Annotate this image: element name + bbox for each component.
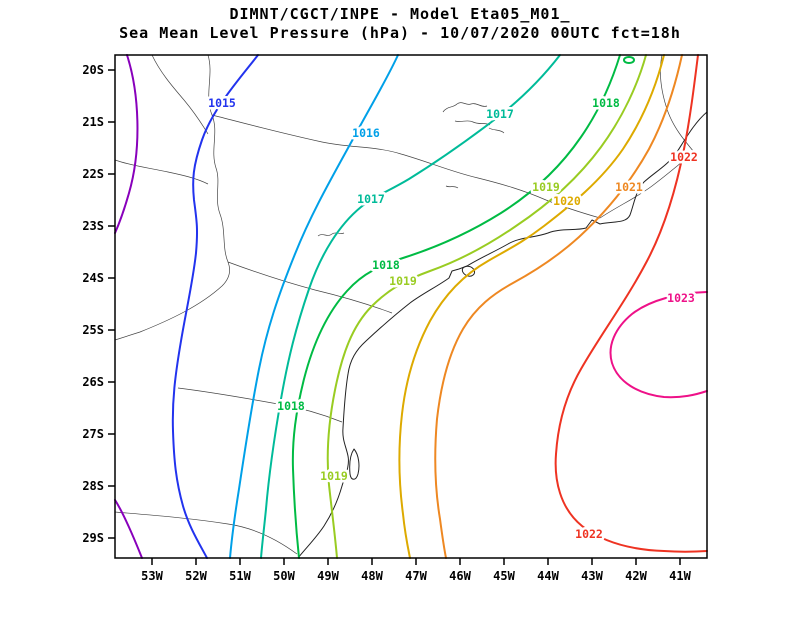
x-tick-label: 50W — [273, 569, 295, 583]
contour-label-1023: 1023 — [667, 291, 695, 305]
x-tick-label: 46W — [449, 569, 471, 583]
contour-label-1017: 1017 — [486, 107, 514, 121]
contour-label-1022: 1022 — [670, 150, 698, 164]
x-tick-label: 43W — [581, 569, 603, 583]
contour-label-1020: 1020 — [553, 194, 581, 208]
state-borders — [114, 54, 695, 555]
contour-1020 — [398, 54, 665, 559]
x-tick-label: 44W — [537, 569, 559, 583]
isobar-contours — [114, 54, 708, 559]
y-tick-label: 23S — [82, 219, 104, 233]
coastline — [297, 111, 708, 559]
x-tick-label: 42W — [625, 569, 647, 583]
axes: 53W 52W 51W 50W 49W 48W 47W 46W 45W 44W 43W 42W 41W 2… — [82, 63, 691, 583]
x-tick-label: 45W — [493, 569, 515, 583]
x-tick-label: 51W — [229, 569, 251, 583]
y-tick-label: 21S — [82, 115, 104, 129]
contour-label-1019: 1019 — [320, 469, 348, 483]
y-tick-label: 20S — [82, 63, 104, 77]
x-tick-label: 52W — [185, 569, 207, 583]
plot-frame — [114, 54, 708, 559]
contour-1016 — [229, 54, 399, 559]
contour-1023 — [609, 291, 708, 399]
contour-label-1016: 1016 — [352, 126, 380, 140]
y-tick-label: 29S — [82, 531, 104, 545]
x-tick-label: 48W — [361, 569, 383, 583]
y-tick-label: 25S — [82, 323, 104, 337]
contour-1015 — [171, 54, 259, 559]
contour-label-1018: 1018 — [592, 96, 620, 110]
contour-label-1015: 1015 — [208, 96, 236, 110]
islands — [349, 265, 475, 480]
chart-title-line1: DIMNT/CGCT/INPE - Model Eta05_M01_ — [229, 5, 570, 23]
x-tick-label: 41W — [669, 569, 691, 583]
x-tick-label: 47W — [405, 569, 427, 583]
basemap — [114, 54, 708, 559]
contour-label-1022: 1022 — [575, 527, 603, 541]
contour-1019 — [326, 54, 647, 559]
y-tick-label: 28S — [82, 479, 104, 493]
contour-label-1019: 1019 — [532, 180, 560, 194]
x-tick-label: 53W — [141, 569, 163, 583]
y-tick-label: 27S — [82, 427, 104, 441]
y-tick-label: 22S — [82, 167, 104, 181]
y-tick-label: 24S — [82, 271, 104, 285]
isobar-labels: 1015 1016 1017 1017 1018 1018 1018 1019 1019 1019… — [206, 94, 701, 544]
x-tick-label: 49W — [317, 569, 339, 583]
lakes — [317, 102, 505, 237]
contour-label-1021: 1021 — [615, 180, 643, 194]
contour-label-1018: 1018 — [372, 258, 400, 272]
contour-1021 — [434, 54, 683, 559]
y-tick-label: 26S — [82, 375, 104, 389]
contour-label-1019: 1019 — [389, 274, 417, 288]
chart-title-line2: Sea Mean Level Pressure (hPa) - 10/07/20… — [119, 24, 681, 42]
contour-1017 — [260, 54, 561, 559]
contour-label-1018: 1018 — [277, 399, 305, 413]
contour-label-1017: 1017 — [357, 192, 385, 206]
contour-1022 — [554, 54, 708, 553]
contour-1018 — [291, 54, 635, 559]
contour-1014 — [114, 54, 143, 559]
